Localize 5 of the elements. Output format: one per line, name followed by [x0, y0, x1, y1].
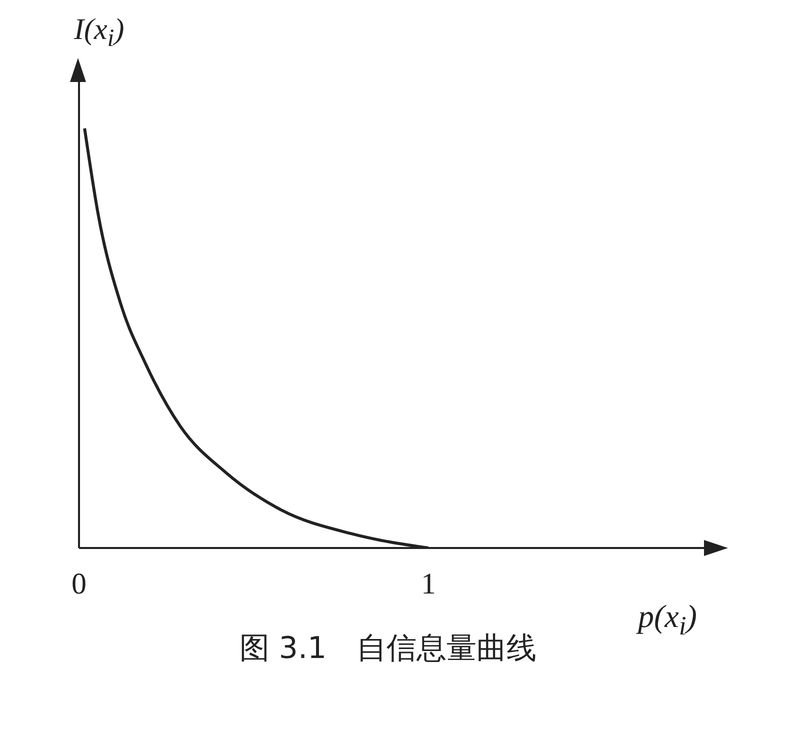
x-tick-label: 0 — [72, 567, 86, 600]
x-axis-title: p(x$_{i}$) — [638, 598, 697, 642]
text: 图 3.1 自信息量曲线 — [239, 631, 537, 666]
x-tick-label: 1 — [420, 567, 436, 600]
y-axis-title: I(x$_{i}$) — [74, 13, 124, 53]
